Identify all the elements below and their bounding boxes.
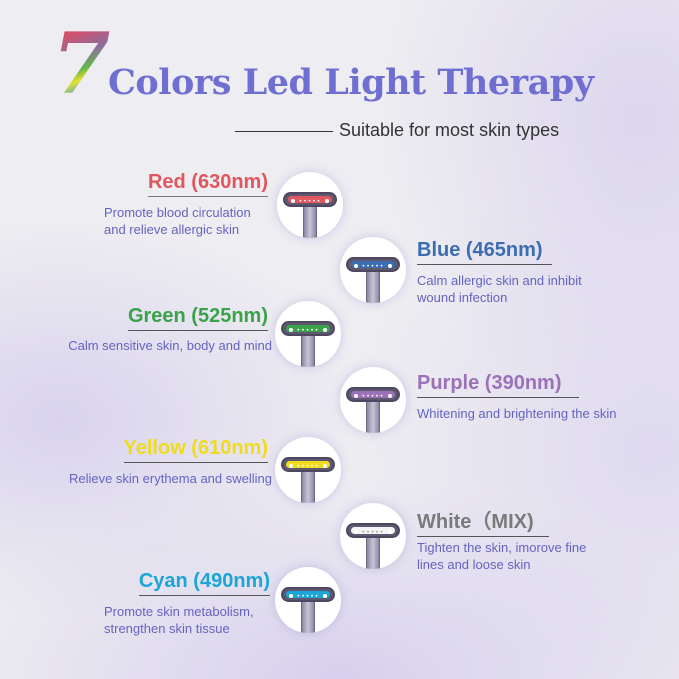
red-light-label: Red (630nm) bbox=[147, 171, 268, 197]
page-subtitle: Suitable for most skin types bbox=[339, 120, 560, 140]
purple-light-label: Purple (390nm) bbox=[417, 372, 579, 398]
yellow-light-label: Yellow (610nm) bbox=[123, 437, 268, 463]
yellow-light-desc: Relieve skin erythema and swelling bbox=[68, 471, 272, 486]
white-light-device-image: ••••• bbox=[340, 503, 406, 569]
green-light-label: Green (525nm) bbox=[127, 305, 268, 331]
red-light-desc-1: Promote blood circulation bbox=[104, 205, 251, 220]
white-light-desc-2: lines and loose skin bbox=[417, 557, 531, 572]
cyan-light-device-image: ••••• bbox=[275, 567, 341, 633]
cyan-light-desc-1: Promote skin metabolism, bbox=[104, 604, 254, 619]
yellow-light-device-image: ••••• bbox=[275, 437, 341, 503]
cyan-light-label: Cyan (490nm) bbox=[138, 570, 270, 596]
white-light-label: White（MIX) bbox=[417, 505, 549, 537]
subtitle-divider bbox=[235, 131, 333, 132]
green-light-desc: Calm sensitive skin, body and mind bbox=[68, 338, 272, 353]
red-light-device-image: ••••• bbox=[277, 172, 343, 238]
white-light-desc-1: Tighten the skin, imorove fine bbox=[417, 540, 587, 555]
blue-light-device-image: ••••• bbox=[340, 237, 406, 303]
purple-light-device-image: ••••• bbox=[340, 367, 406, 433]
blue-light-desc-1: Calm allergic skin and inhibit bbox=[417, 273, 582, 288]
cyan-light-desc-2: strengthen skin tissue bbox=[104, 621, 230, 636]
red-light-desc-2: and relieve allergic skin bbox=[104, 222, 240, 237]
blue-light-label: Blue (465nm) bbox=[417, 239, 552, 265]
green-light-device-image: ••••• bbox=[275, 301, 341, 367]
blue-light-desc-2: wound infection bbox=[417, 290, 508, 305]
purple-light-desc: Whitening and brightening the skin bbox=[417, 406, 617, 421]
seven-numeral-logo: 7 bbox=[52, 14, 111, 113]
page-title: Colors Led Light Therapy bbox=[108, 62, 594, 103]
